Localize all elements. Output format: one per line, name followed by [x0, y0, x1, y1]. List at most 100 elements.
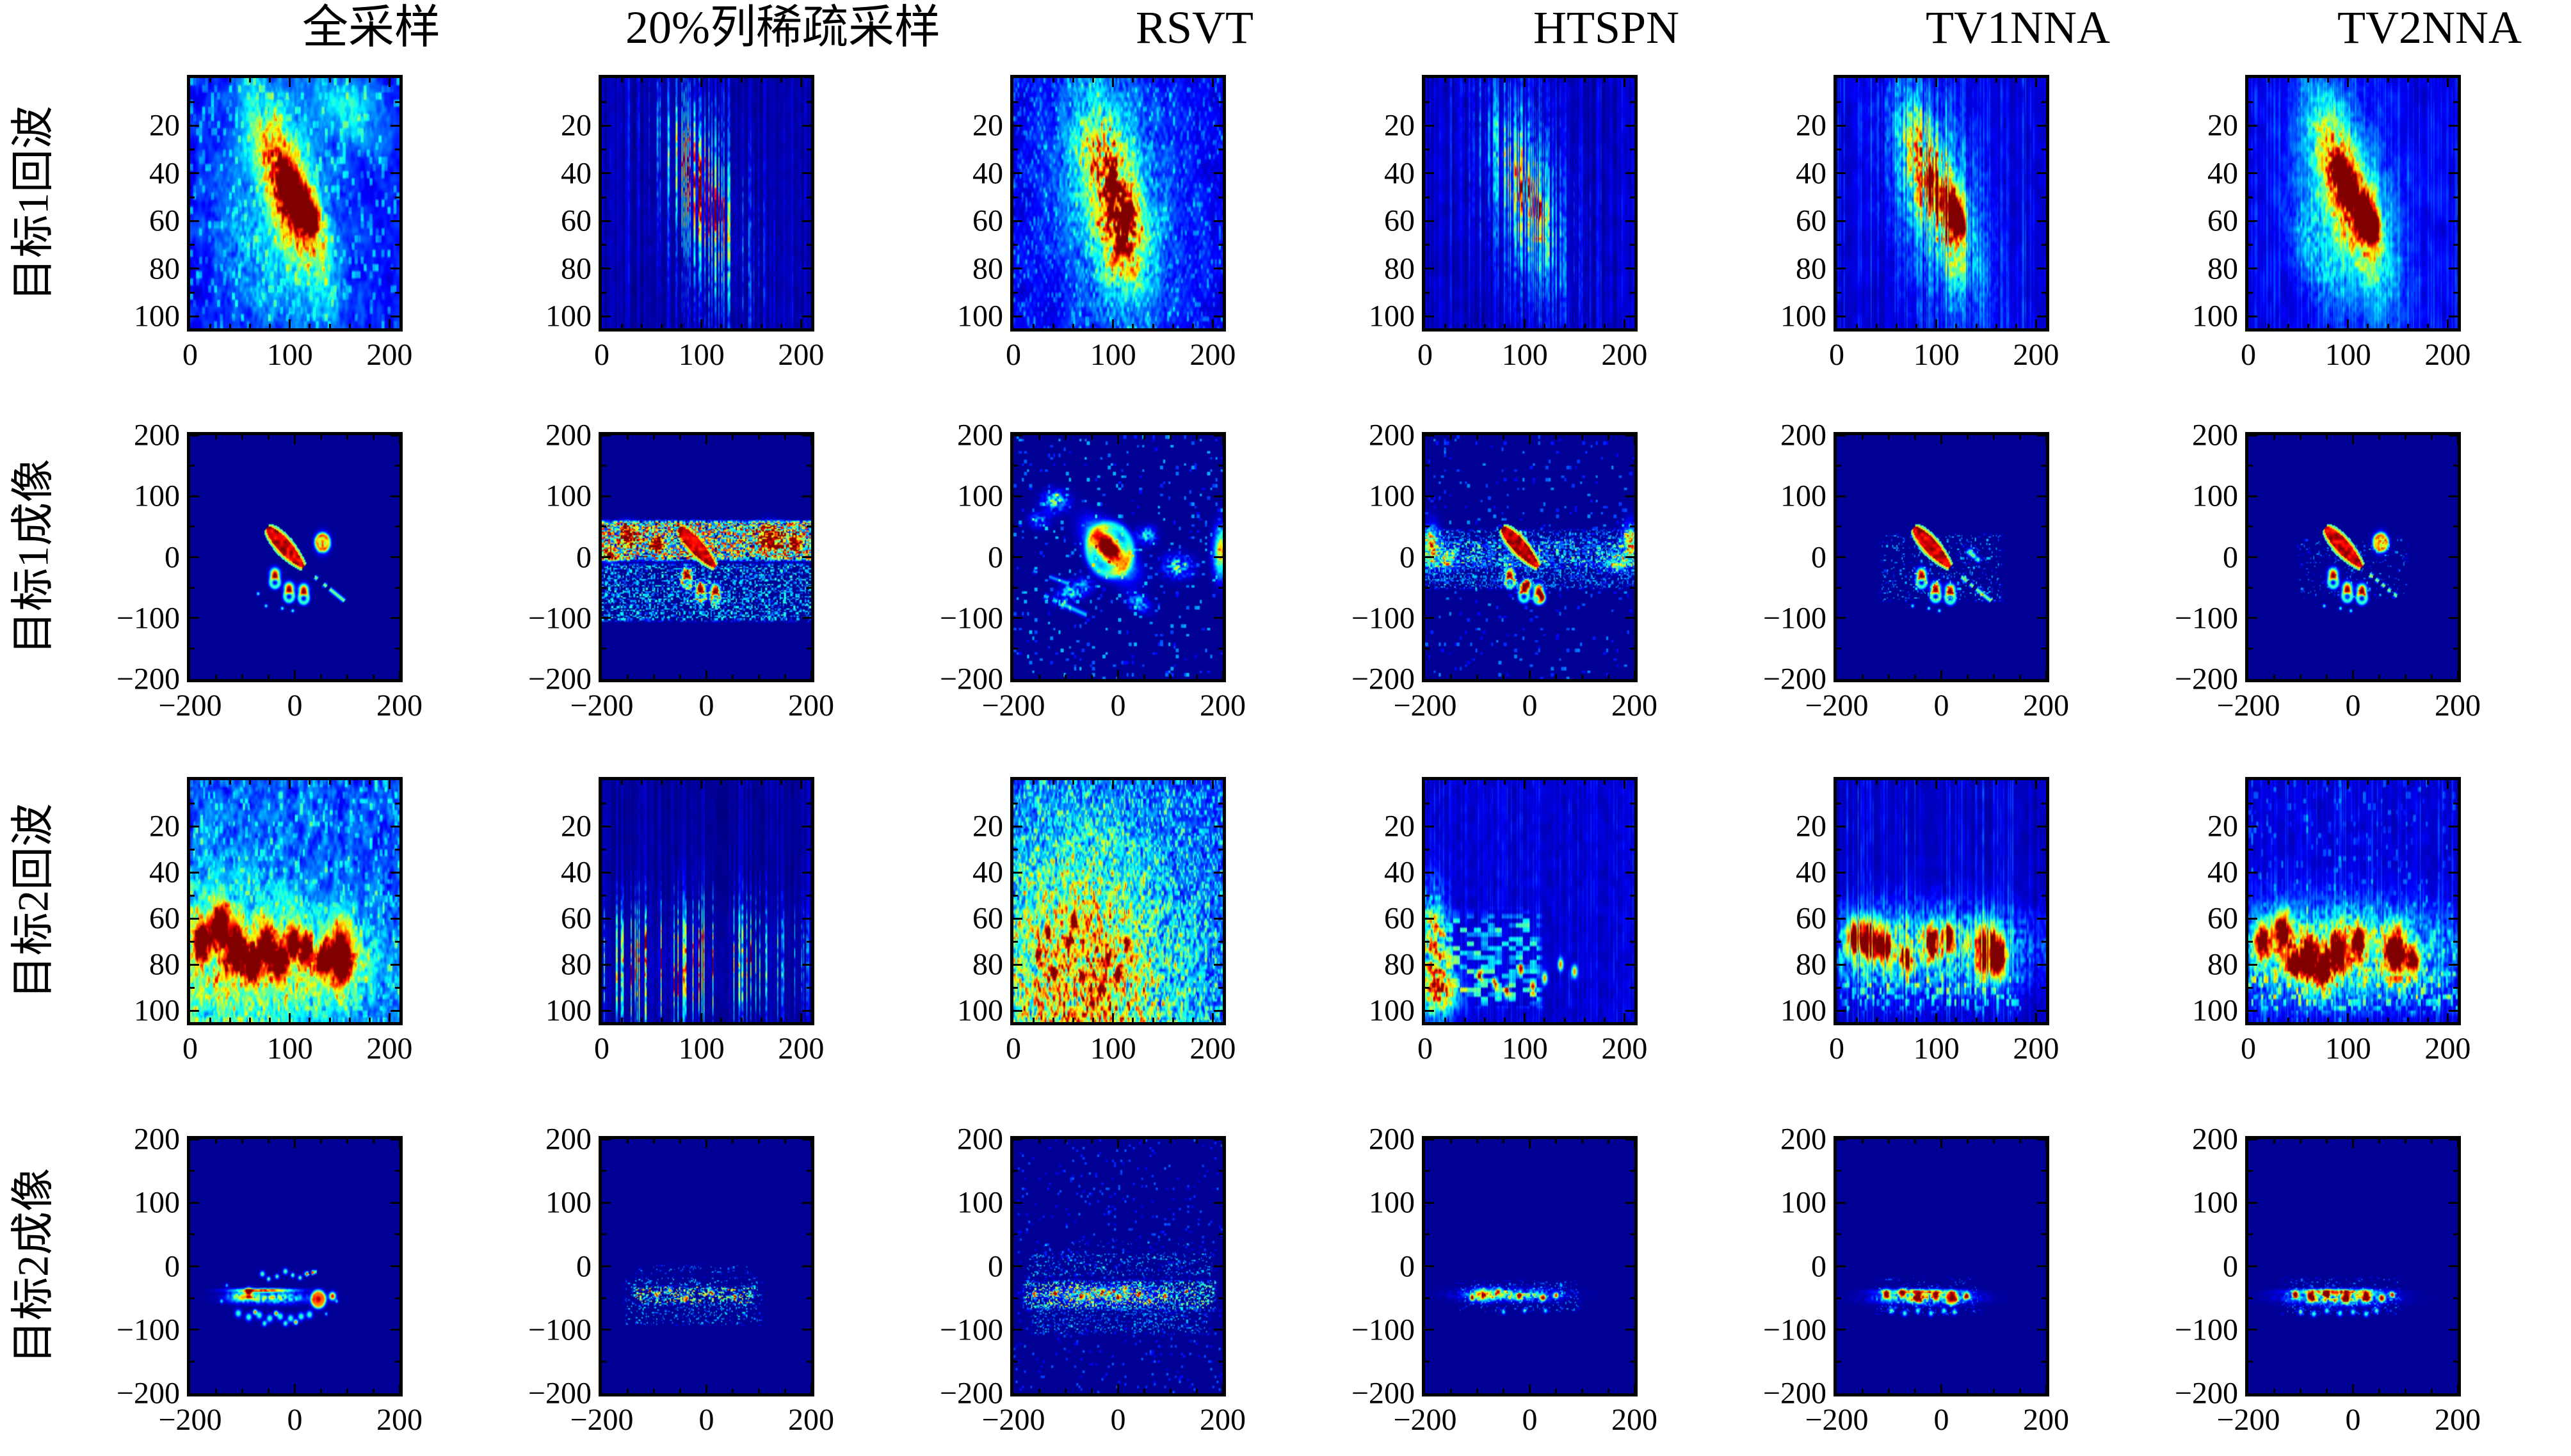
- tick-mark-right: [2037, 617, 2046, 620]
- tick-mark-right: [1214, 1138, 1223, 1140]
- tick-mark-top: [660, 780, 663, 785]
- tick-mark-right: [1625, 1201, 1634, 1204]
- y-tick-label-r1c6-100: 100: [2192, 299, 2238, 333]
- y-tick-label-r3c1-20: 20: [149, 809, 180, 844]
- x-tick-label-r3c3-0: 0: [1006, 1032, 1021, 1066]
- tick-mark-right: [391, 1009, 399, 1012]
- x-tick-label-r4c1-−200: −200: [158, 1403, 222, 1437]
- tick-mark-bottom: [2347, 1013, 2349, 1022]
- tick-mark-top: [398, 1139, 401, 1148]
- tick-mark-right: [1625, 315, 1634, 317]
- tick-mark-left: [2248, 848, 2253, 851]
- tick-mark-bottom: [1995, 324, 1997, 328]
- tick-mark-right: [395, 1233, 399, 1236]
- heatmap-canvas-r1c3: [1010, 75, 1226, 332]
- tick-mark-bottom: [653, 675, 656, 679]
- y-tick-label-r1c3-40: 40: [972, 156, 1003, 191]
- tick-mark-top: [810, 435, 812, 444]
- tick-mark-bottom: [398, 670, 401, 679]
- tick-mark-top: [1607, 435, 1609, 440]
- tick-mark-top: [653, 1139, 656, 1144]
- tick-mark-top: [1032, 780, 1035, 785]
- tick-mark-left: [1013, 871, 1022, 874]
- x-tick-label-r2c5-−200: −200: [1805, 689, 1869, 723]
- tick-mark-left: [1013, 617, 1022, 620]
- tick-mark-top: [2267, 78, 2269, 83]
- tick-mark-left: [602, 1138, 611, 1140]
- tick-mark-top: [2019, 1139, 2021, 1144]
- tick-mark-left: [602, 963, 611, 966]
- tick-mark-top: [1915, 78, 1918, 83]
- tick-mark-left: [2248, 1138, 2257, 1140]
- tick-mark-right: [1630, 986, 1634, 989]
- tick-mark-bottom: [627, 1389, 629, 1393]
- tick-mark-left: [2248, 586, 2253, 589]
- tick-mark-bottom: [1221, 670, 1224, 679]
- tick-mark-bottom: [780, 1018, 782, 1022]
- tick-mark-right: [802, 124, 811, 127]
- x-tick-label-r4c5-200: 200: [2023, 1403, 2069, 1437]
- y-tick-label-r1c5-20: 20: [1796, 108, 1826, 143]
- tick-mark-left: [1425, 291, 1430, 294]
- tick-mark-top: [1132, 780, 1134, 785]
- tick-mark-left: [1425, 586, 1430, 589]
- tick-mark-top: [681, 780, 683, 785]
- tick-mark-bottom: [1554, 675, 1557, 679]
- x-tick-label-r2c2-−200: −200: [570, 689, 634, 723]
- tick-mark-bottom: [1117, 670, 1119, 679]
- tick-mark-bottom: [1875, 324, 1878, 328]
- tick-mark-top: [1072, 78, 1074, 83]
- tick-mark-top: [1554, 1139, 1557, 1144]
- tick-mark-right: [2037, 124, 2046, 127]
- y-tick-label-r1c1-60: 60: [149, 204, 180, 238]
- y-tick-label-r3c3-40: 40: [972, 855, 1003, 890]
- tick-mark-bottom: [1581, 1389, 1583, 1393]
- heatmap-canvas-r2c6: [2245, 432, 2461, 682]
- tick-mark-top: [784, 435, 786, 440]
- y-tick-label-r3c2-20: 20: [561, 809, 592, 844]
- tick-mark-left: [1013, 525, 1018, 528]
- x-tick-label-r4c2-200: 200: [788, 1403, 834, 1437]
- tick-mark-left: [2248, 148, 2253, 151]
- tick-mark-top: [1032, 78, 1035, 83]
- tick-mark-bottom: [1172, 324, 1174, 328]
- tick-mark-top: [1603, 780, 1606, 785]
- tick-mark-top: [2456, 435, 2459, 444]
- x-tick-label-r1c3-0: 0: [1006, 338, 1021, 372]
- tick-mark-right: [802, 495, 811, 497]
- tick-mark-bottom: [2019, 1389, 2021, 1393]
- tick-mark-left: [190, 244, 195, 246]
- tick-mark-bottom: [372, 675, 375, 679]
- tick-mark-top: [1529, 435, 1531, 444]
- tick-mark-bottom: [1529, 670, 1531, 679]
- tick-mark-left: [1425, 1201, 1434, 1204]
- tick-mark-right: [391, 617, 399, 620]
- y-tick-label-r2c3-−100: −100: [939, 601, 1003, 636]
- x-tick-label-r4c4-200: 200: [1611, 1403, 1657, 1437]
- tick-mark-bottom: [368, 1018, 371, 1022]
- tick-mark-bottom: [800, 1013, 802, 1022]
- tick-mark-left: [2248, 917, 2257, 920]
- tick-mark-left: [1013, 1170, 1018, 1172]
- tick-mark-right: [807, 100, 811, 103]
- tick-mark-top: [760, 780, 762, 785]
- y-tick-label-r3c1-40: 40: [149, 855, 180, 890]
- y-tick-label-r1c1-80: 80: [149, 252, 180, 286]
- tick-mark-left: [190, 220, 199, 222]
- tick-mark-bottom: [2287, 1018, 2289, 1022]
- tick-mark-right: [1214, 1201, 1223, 1204]
- x-tick-label-r1c4-100: 100: [1501, 338, 1548, 372]
- tick-mark-right: [1630, 100, 1634, 103]
- tick-mark-bottom: [1554, 1389, 1557, 1393]
- tick-mark-top: [289, 78, 291, 87]
- x-tick-label-r1c1-200: 200: [366, 338, 413, 372]
- tick-mark-bottom: [2326, 675, 2328, 679]
- tick-mark-top: [1211, 780, 1214, 789]
- tick-mark-bottom: [248, 324, 251, 328]
- tick-mark-bottom: [309, 1018, 311, 1022]
- x-tick-label-r2c1-200: 200: [376, 689, 423, 723]
- tick-mark-left: [1837, 465, 1841, 467]
- tick-mark-bottom: [1032, 324, 1035, 328]
- y-tick-label-r4c2-200: 200: [545, 1122, 592, 1156]
- y-tick-label-r4c3-−100: −100: [939, 1313, 1003, 1347]
